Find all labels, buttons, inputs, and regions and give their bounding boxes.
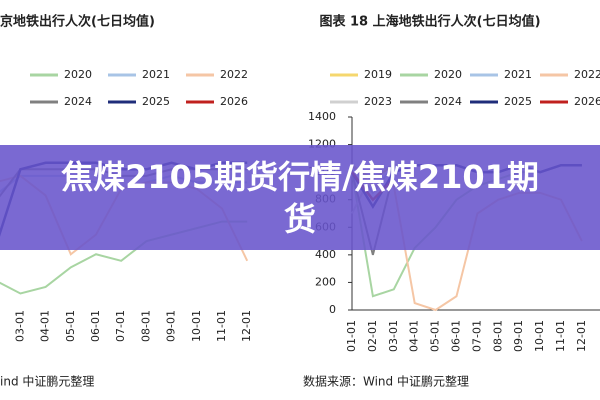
x-tick-label: 10-01	[190, 310, 203, 342]
x-tick-label: 03-01	[387, 320, 400, 352]
x-tick-label: 10-01	[533, 320, 546, 352]
legend-label: 2019	[364, 68, 392, 81]
legend-label: 2021	[142, 68, 170, 81]
x-tick-label: 07-01	[114, 310, 127, 342]
legend-label: 2024	[64, 95, 92, 108]
x-tick-label: 04-01	[39, 310, 52, 342]
legend-label: 2025	[504, 95, 532, 108]
legend-label: 2022	[574, 68, 600, 81]
x-tick-label: 04-01	[408, 320, 421, 352]
x-tick-label: 02-01	[0, 310, 1, 342]
x-tick-label: 09-01	[165, 310, 178, 342]
x-tick-label: 11-01	[215, 310, 228, 342]
x-tick-label: 01-01	[345, 320, 358, 352]
x-tick-label: 07-01	[470, 320, 483, 352]
x-tick-label: 03-01	[13, 310, 26, 342]
x-tick-label: 09-01	[512, 320, 525, 352]
legend-label: 2020	[434, 68, 462, 81]
chart-title: 京地铁出行人次(七日均值)	[0, 14, 155, 30]
legend-label: 2021	[504, 68, 532, 81]
x-tick-label: 02-01	[366, 320, 379, 352]
x-tick-label: 05-01	[64, 310, 77, 342]
legend-label: 2026	[220, 95, 248, 108]
legend-label: 2022	[220, 68, 248, 81]
x-tick-label: 08-01	[139, 310, 152, 342]
x-tick-label: 06-01	[450, 320, 463, 352]
legend-label: 2025	[142, 95, 170, 108]
banner: 焦煤2105期货行情/焦煤2101期货	[0, 145, 600, 250]
x-tick-label: 08-01	[491, 320, 504, 352]
x-tick-label: 11-01	[554, 320, 567, 352]
y-tick-label: 200	[315, 275, 336, 288]
x-tick-label: 12-01	[240, 310, 253, 342]
legend-label: 2026	[574, 95, 600, 108]
legend-label: 2023	[364, 95, 392, 108]
legend-label: 2024	[434, 95, 462, 108]
y-tick-label: 0	[329, 303, 336, 316]
banner-text: 焦煤2105期货行情/焦煤2101期货	[61, 157, 539, 238]
x-tick-label: 05-01	[429, 320, 442, 352]
x-tick-label: 12-01	[575, 320, 588, 352]
y-tick-label: 400	[315, 248, 336, 261]
source: ind 中证鹏元整理	[0, 374, 94, 389]
x-tick-label: 06-01	[89, 310, 102, 342]
y-tick-label: 1400	[308, 110, 336, 123]
chart-title: 图表 18 上海地铁出行人次(七日均值)	[319, 14, 540, 30]
source: 数据来源：Wind 中证鹏元整理	[303, 374, 469, 389]
legend-label: 2020	[64, 68, 92, 81]
